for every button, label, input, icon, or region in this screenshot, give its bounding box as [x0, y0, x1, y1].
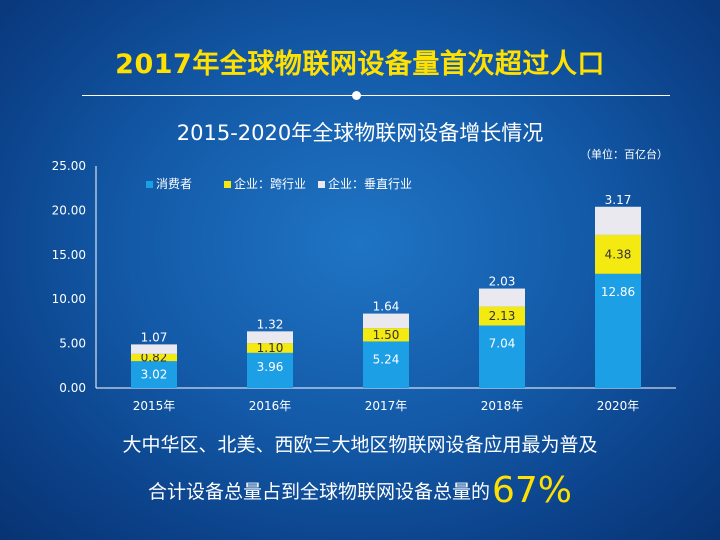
bar-segment: [131, 361, 177, 388]
bar-segment: [363, 341, 409, 388]
headline: 2017年全球物联网设备量首次超过人口: [115, 49, 605, 80]
bar-segment: [247, 352, 293, 388]
legend-swatch: [318, 181, 325, 188]
chart-title: 2015-2020年全球物联网设备增长情况: [176, 121, 544, 145]
x-tick-label: 2016年: [249, 399, 292, 413]
data-label: 1.07: [141, 330, 168, 344]
bar-segment: [479, 288, 525, 307]
footer-highlight-value: 67%: [492, 470, 573, 511]
divider-line: [82, 95, 670, 96]
data-label: 7.04: [489, 336, 516, 350]
bar-segment: [363, 313, 409, 329]
data-label: 1.10: [257, 341, 284, 355]
y-tick-label: 10.00: [52, 292, 86, 306]
legend-label: 消费者: [156, 177, 192, 191]
y-tick-label: 25.00: [52, 159, 86, 173]
legend-label: 企业：跨行业: [234, 176, 306, 191]
x-tick-label: 2020年: [597, 399, 640, 413]
y-tick-label: 20.00: [52, 203, 86, 217]
y-tick-label: 0.00: [59, 381, 86, 395]
divider-dot: [352, 91, 361, 100]
data-label: 3.96: [257, 360, 284, 374]
data-label: 2.03: [489, 275, 516, 289]
x-tick-label: 2015年: [133, 399, 176, 413]
legend-swatch: [224, 181, 231, 188]
data-label: 3.17: [605, 193, 632, 207]
data-label: 3.02: [141, 368, 168, 382]
data-label: 1.50: [373, 328, 400, 342]
data-label: 4.38: [605, 247, 632, 261]
y-tick-label: 5.00: [59, 337, 86, 351]
footer-line-2: 合计设备总量占到全球物联网设备总量的67%: [0, 470, 720, 511]
y-tick-label: 15.00: [52, 248, 86, 262]
bar-segment: [595, 206, 641, 235]
data-label: 1.32: [257, 317, 284, 331]
bar-segment: [363, 328, 409, 342]
unit-note: （单位：百亿台）: [580, 148, 668, 161]
bar-segment: [131, 344, 177, 354]
legend-swatch: [146, 181, 153, 188]
bar-segment: [595, 234, 641, 274]
data-label: 2.13: [489, 309, 516, 323]
footer-line-1: 大中华区、北美、西欧三大地区物联网设备应用最为普及: [122, 434, 598, 456]
bar-segment: [131, 353, 177, 362]
data-label: 1.64: [373, 300, 400, 314]
footer-line-2-text: 合计设备总量占到全球物联网设备总量的: [147, 481, 490, 503]
data-label: 12.86: [601, 285, 635, 299]
x-tick-label: 2018年: [481, 399, 524, 413]
x-tick-label: 2017年: [365, 399, 408, 413]
bar-segment: [479, 306, 525, 326]
bar-segment: [595, 273, 641, 388]
legend-label: 企业：垂直行业: [328, 176, 412, 191]
bar-segment: [247, 343, 293, 353]
bar-segment: [247, 331, 293, 344]
data-label: 0.82: [141, 351, 168, 365]
bar-segment: [479, 325, 525, 388]
data-label: 5.24: [373, 352, 400, 366]
